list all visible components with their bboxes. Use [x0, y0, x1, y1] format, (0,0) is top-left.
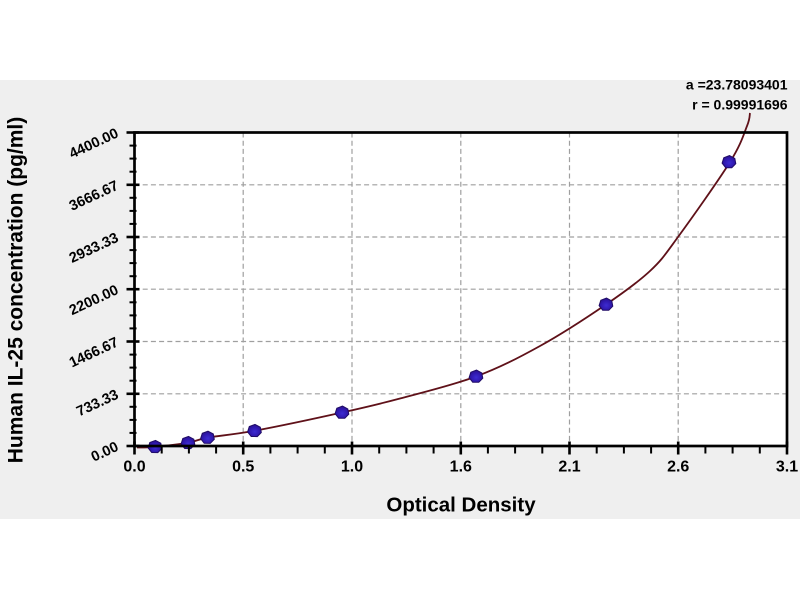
svg-text:0.5: 0.5 — [232, 459, 254, 476]
svg-text:Human IL-25 concentration (pg/: Human IL-25 concentration (pg/ml) — [5, 117, 28, 464]
svg-text:a =23.78093401: a =23.78093401 — [686, 77, 788, 93]
svg-text:1.0: 1.0 — [341, 459, 363, 476]
svg-text:1.6: 1.6 — [450, 459, 472, 476]
svg-text:Optical Density: Optical Density — [386, 494, 536, 517]
svg-text:0.0: 0.0 — [123, 459, 145, 476]
svg-text:r = 0.99991696: r = 0.99991696 — [692, 97, 788, 113]
svg-text:2.1: 2.1 — [558, 459, 580, 476]
svg-text:3.1: 3.1 — [776, 459, 798, 476]
svg-text:2.6: 2.6 — [667, 459, 689, 476]
